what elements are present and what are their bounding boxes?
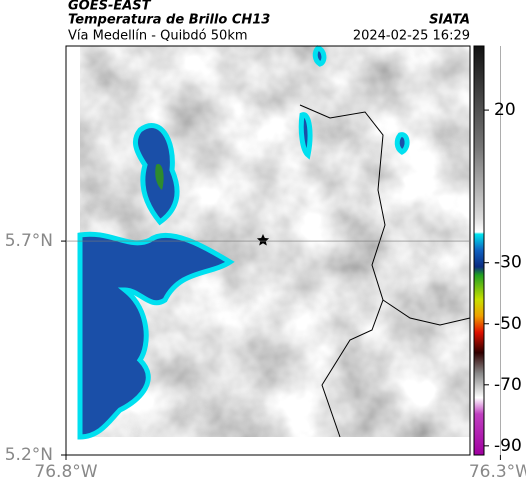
map-area	[65, 45, 471, 456]
colorbar	[473, 45, 485, 456]
map-frame	[65, 45, 471, 456]
lon-tick-label: 76.8°W	[34, 462, 97, 482]
colorbar-tick-label: -90	[494, 436, 522, 456]
cloud-blob	[298, 112, 313, 160]
colorbar-tick-label: -50	[494, 314, 522, 334]
colorbar-tick-label: 20	[494, 100, 516, 120]
cloud-blob	[312, 45, 327, 67]
title: GOES-EAST	[68, 0, 152, 14]
source: SIATA	[429, 13, 470, 28]
cloud-core	[155, 164, 164, 190]
colorbar-tick-label: -30	[494, 253, 522, 273]
lat-tick-label: 5.2°N	[5, 445, 53, 465]
cloud-blob	[394, 132, 410, 155]
lon-tick-label: 76.3°W	[469, 462, 526, 482]
cold-cloud-tops	[77, 45, 410, 440]
borders	[299, 104, 471, 438]
region: Vía Medellín - Quibdó 50km	[68, 29, 248, 44]
city-marker	[256, 234, 270, 246]
subtitle: Temperatura de Brillo CH13	[68, 13, 270, 28]
lat-tick-label: 5.7°N	[5, 231, 53, 251]
colorbar-tick-label: -70	[494, 375, 522, 395]
cloud-blob	[77, 231, 235, 440]
border-line	[299, 104, 386, 438]
timestamp: 2024-02-25 16:29	[353, 29, 470, 44]
border-line	[382, 299, 471, 326]
